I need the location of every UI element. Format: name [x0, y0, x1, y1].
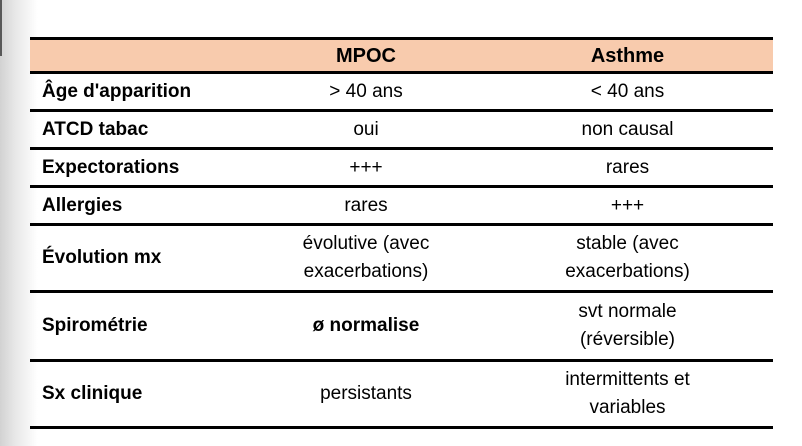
- comparison-table: MPOC Asthme Âge d'apparition > 40 ans < …: [30, 37, 773, 429]
- row-label: Spirométrie: [42, 315, 148, 336]
- row-label: Âge d'apparition: [42, 80, 192, 102]
- table-row-expectorations: Expectorations +++ rares: [30, 150, 773, 188]
- row-label: Sx clinique: [42, 383, 143, 404]
- table-row-atcd-tabac: ATCD tabac oui non causal: [30, 112, 773, 150]
- table-row-allergies: Allergies rares +++: [30, 188, 773, 226]
- mpoc-value: rares: [344, 194, 388, 216]
- mpoc-value: persistants: [320, 383, 412, 404]
- mpoc-value: oui: [353, 118, 379, 140]
- table-row-spirometrie: Spirométrie ø normalise svt normale (rév…: [30, 293, 773, 362]
- row-label: Allergies: [42, 194, 123, 216]
- mpoc-value: ø normalise: [312, 315, 420, 336]
- asthme-value: < 40 ans: [590, 80, 665, 102]
- table-row-evolution-mx: Évolution mx évolutive (avec exacerbatio…: [30, 226, 773, 293]
- asthme-value: +++: [610, 194, 645, 216]
- row-label: ATCD tabac: [42, 118, 149, 140]
- top-left-edge-line: [0, 0, 2, 56]
- asthme-value: rares: [605, 156, 650, 178]
- row-label: Évolution mx: [42, 247, 162, 268]
- asthme-value: stable (avec exacerbations): [565, 233, 690, 282]
- header-mpoc: MPOC: [336, 44, 396, 67]
- header-empty-cell: [30, 40, 250, 71]
- header-asthme: Asthme: [590, 44, 665, 67]
- asthme-value: svt normale (réversible): [578, 301, 677, 350]
- table-row-age: Âge d'apparition > 40 ans < 40 ans: [30, 74, 773, 112]
- table-header-row: MPOC Asthme: [30, 40, 773, 74]
- mpoc-value: > 40 ans: [329, 80, 403, 102]
- row-label: Expectorations: [42, 156, 180, 178]
- table-row-sx-clinique: Sx clinique persistants intermittents et…: [30, 362, 773, 426]
- asthme-value: non causal: [581, 118, 674, 140]
- mpoc-value: évolutive (avec exacerbations): [302, 233, 430, 282]
- asthme-value: intermittents et variables: [565, 369, 690, 418]
- mpoc-value: +++: [349, 156, 383, 178]
